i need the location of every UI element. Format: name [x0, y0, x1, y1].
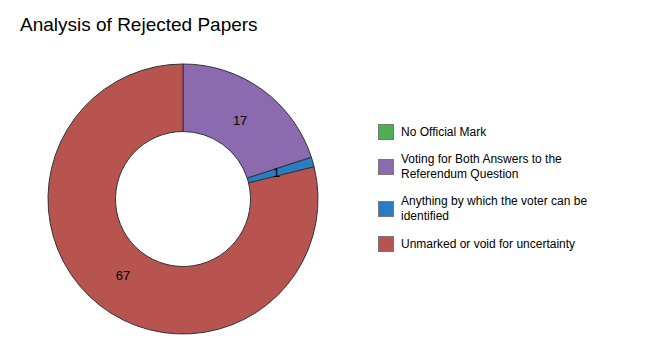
html-text:Unmarked or void for uncertain: Unmarked or void for uncertainty: [401, 236, 576, 251]
html-text:Anything by which the voter ca: Anything by which the voter can be ident…: [401, 194, 588, 223]
html-text:Voting for Both Answers to the: Voting for Both Answers to the Referendu…: [401, 152, 562, 181]
svg-text:1: 1: [273, 165, 280, 180]
html-text:No Official Mark: No Official Mark: [401, 124, 487, 139]
svg-text:67: 67: [116, 268, 130, 283]
svg-text:17: 17: [233, 113, 247, 128]
html-text:Analysis of Rejected Papers: Analysis of Rejected Papers: [20, 14, 258, 35]
